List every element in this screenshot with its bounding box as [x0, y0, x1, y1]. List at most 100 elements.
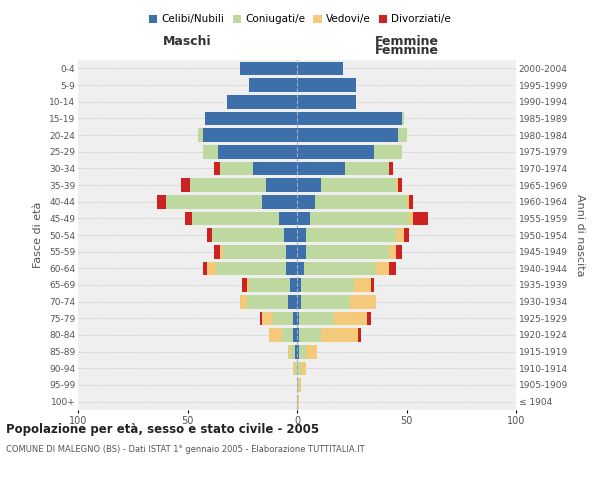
- Bar: [223, 245, 286, 258]
- Bar: [297, 128, 398, 142]
- Bar: [240, 295, 247, 308]
- Bar: [354, 278, 371, 292]
- Bar: [297, 212, 310, 225]
- Bar: [297, 278, 301, 292]
- Bar: [389, 262, 395, 275]
- Bar: [288, 295, 297, 308]
- Bar: [249, 278, 290, 292]
- Bar: [297, 145, 374, 158]
- Bar: [227, 95, 297, 108]
- Bar: [297, 228, 306, 242]
- Text: Popolazione per età, sesso e stato civile - 2005: Popolazione per età, sesso e stato civil…: [6, 422, 319, 436]
- Bar: [207, 228, 212, 242]
- Bar: [297, 245, 306, 258]
- Bar: [314, 195, 407, 208]
- Bar: [297, 312, 299, 325]
- Bar: [293, 328, 297, 342]
- Bar: [304, 262, 376, 275]
- Text: Femmine: Femmine: [374, 36, 439, 49]
- Bar: [321, 178, 395, 192]
- Bar: [273, 312, 293, 325]
- Bar: [297, 178, 321, 192]
- Bar: [301, 278, 354, 292]
- Bar: [301, 295, 350, 308]
- Bar: [395, 245, 402, 258]
- Bar: [297, 62, 343, 75]
- Bar: [190, 178, 266, 192]
- Bar: [293, 312, 297, 325]
- Bar: [280, 212, 297, 225]
- Bar: [297, 112, 402, 125]
- Bar: [203, 128, 297, 142]
- Bar: [376, 262, 389, 275]
- Bar: [157, 195, 166, 208]
- Bar: [297, 328, 299, 342]
- Bar: [297, 345, 299, 358]
- Bar: [297, 195, 314, 208]
- Bar: [371, 278, 374, 292]
- Bar: [262, 195, 297, 208]
- Bar: [345, 162, 389, 175]
- Bar: [299, 312, 334, 325]
- Bar: [297, 162, 345, 175]
- Bar: [409, 212, 413, 225]
- Bar: [297, 395, 299, 408]
- Bar: [166, 195, 262, 208]
- Y-axis label: Fasce di età: Fasce di età: [34, 202, 43, 268]
- Bar: [220, 245, 223, 258]
- Text: Maschi: Maschi: [163, 36, 212, 49]
- Bar: [181, 178, 190, 192]
- Bar: [350, 295, 376, 308]
- Bar: [297, 378, 299, 392]
- Bar: [299, 328, 321, 342]
- Bar: [398, 128, 407, 142]
- Bar: [395, 228, 404, 242]
- Bar: [334, 312, 367, 325]
- Bar: [214, 245, 220, 258]
- Bar: [242, 278, 247, 292]
- Bar: [266, 178, 297, 192]
- Bar: [220, 162, 253, 175]
- Bar: [249, 78, 297, 92]
- Bar: [218, 145, 297, 158]
- Text: COMUNE DI MALEGNO (BS) - Dati ISTAT 1° gennaio 2005 - Elaborazione TUTTITALIA.IT: COMUNE DI MALEGNO (BS) - Dati ISTAT 1° g…: [6, 445, 365, 454]
- Bar: [321, 328, 358, 342]
- Bar: [409, 195, 413, 208]
- Bar: [205, 112, 297, 125]
- Bar: [306, 245, 389, 258]
- Bar: [404, 228, 409, 242]
- Bar: [247, 278, 249, 292]
- Bar: [297, 262, 304, 275]
- Y-axis label: Anni di nascita: Anni di nascita: [575, 194, 584, 276]
- Bar: [269, 328, 281, 342]
- Bar: [260, 312, 262, 325]
- Bar: [199, 128, 203, 142]
- Bar: [299, 378, 301, 392]
- Bar: [295, 362, 297, 375]
- Text: Femmine: Femmine: [374, 44, 439, 57]
- Bar: [367, 312, 371, 325]
- Bar: [247, 295, 288, 308]
- Bar: [297, 295, 301, 308]
- Bar: [284, 228, 297, 242]
- Bar: [297, 78, 356, 92]
- Bar: [389, 162, 394, 175]
- Bar: [192, 212, 280, 225]
- Bar: [290, 345, 295, 358]
- Bar: [407, 195, 409, 208]
- Bar: [374, 145, 402, 158]
- Legend: Celibi/Nubili, Coniugati/e, Vedovi/e, Divorziati/e: Celibi/Nubili, Coniugati/e, Vedovi/e, Di…: [145, 10, 455, 29]
- Bar: [203, 262, 207, 275]
- Bar: [288, 345, 290, 358]
- Bar: [295, 345, 297, 358]
- Bar: [297, 95, 356, 108]
- Bar: [203, 145, 218, 158]
- Bar: [262, 312, 273, 325]
- Bar: [310, 212, 409, 225]
- Bar: [240, 62, 297, 75]
- Bar: [286, 262, 297, 275]
- Bar: [216, 262, 286, 275]
- Bar: [207, 262, 216, 275]
- Bar: [281, 328, 293, 342]
- Bar: [413, 212, 428, 225]
